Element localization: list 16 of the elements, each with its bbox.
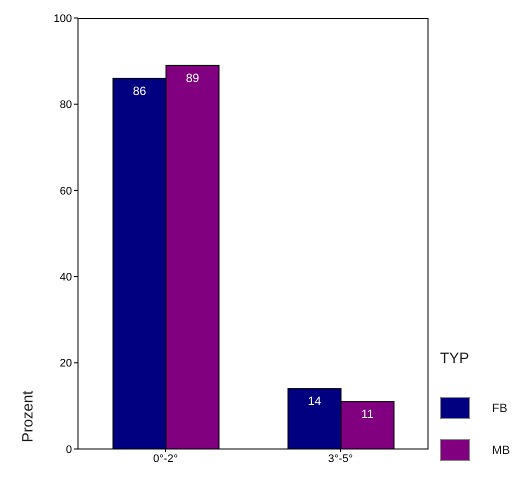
- legend-title: TYP: [440, 350, 470, 367]
- data-label: 89: [186, 70, 200, 85]
- y-tick-label: 20: [60, 358, 72, 370]
- data-label: 11: [361, 407, 374, 422]
- data-label: 14: [308, 394, 322, 408]
- legend-label: FB: [492, 401, 508, 415]
- x-tick-label: 3°-5°: [328, 452, 353, 465]
- data-label: 86: [132, 84, 146, 98]
- y-tick-label: 60: [60, 185, 72, 198]
- y-tick-label: 80: [60, 99, 72, 112]
- x-tick-label: 0°-2°: [153, 452, 178, 465]
- y-tick-label: 40: [60, 272, 72, 284]
- y-tick-label: 0: [66, 444, 72, 456]
- legend-label: MB: [492, 443, 510, 457]
- y-tick-label: 100: [54, 12, 72, 25]
- y-axis-title: Prozent: [20, 390, 36, 444]
